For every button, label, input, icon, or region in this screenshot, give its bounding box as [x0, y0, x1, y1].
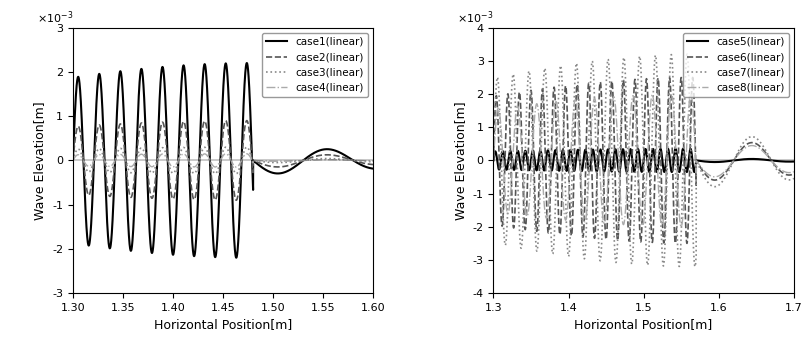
case3(linear)	[263, 160, 273, 164]
case4(linear)	[122, 161, 132, 166]
case5(linear)	[488, 158, 498, 162]
case2(linear)	[242, 119, 252, 123]
case2(linear)	[263, 164, 273, 168]
case6(linear)	[488, 158, 498, 162]
case4(linear)	[249, 158, 258, 162]
X-axis label: Horizontal Position[m]: Horizontal Position[m]	[154, 318, 292, 332]
case2(linear)	[249, 158, 258, 162]
case2(linear)	[292, 161, 302, 165]
case4(linear)	[369, 159, 378, 163]
case8(linear)	[488, 158, 498, 162]
case4(linear)	[315, 158, 325, 162]
case3(linear)	[122, 165, 132, 169]
case4(linear)	[68, 158, 78, 162]
Line: case4(linear): case4(linear)	[73, 154, 373, 167]
case8(linear)	[669, 106, 679, 110]
case3(linear)	[292, 159, 302, 163]
case7(linear)	[603, 57, 613, 61]
Line: case2(linear): case2(linear)	[73, 121, 373, 200]
case7(linear)	[789, 176, 799, 180]
case1(linear)	[292, 163, 302, 167]
case6(linear)	[669, 204, 679, 208]
case7(linear)	[690, 265, 700, 269]
case3(linear)	[68, 158, 78, 162]
case1(linear)	[122, 206, 132, 210]
case6(linear)	[688, 75, 697, 79]
case6(linear)	[713, 177, 723, 181]
case3(linear)	[242, 145, 252, 149]
Y-axis label: Wave Elevation[m]: Wave Elevation[m]	[33, 101, 46, 220]
Legend: case1(linear), case2(linear), case3(linear), case4(linear): case1(linear), case2(linear), case3(line…	[262, 33, 368, 97]
Text: $\times10^{-3}$: $\times10^{-3}$	[458, 9, 494, 26]
case5(linear)	[713, 160, 723, 164]
case6(linear)	[603, 190, 613, 194]
case6(linear)	[544, 230, 553, 234]
case7(linear)	[713, 184, 723, 188]
case7(linear)	[682, 52, 692, 56]
case4(linear)	[242, 152, 252, 156]
case8(linear)	[789, 170, 799, 174]
case3(linear)	[369, 160, 378, 164]
case1(linear)	[263, 169, 273, 173]
case5(linear)	[603, 148, 613, 152]
Text: $\times10^{-3}$: $\times10^{-3}$	[36, 9, 73, 26]
case1(linear)	[183, 126, 193, 130]
case2(linear)	[369, 162, 378, 167]
case7(linear)	[669, 93, 679, 97]
case2(linear)	[232, 198, 241, 202]
Legend: case5(linear), case6(linear), case7(linear), case8(linear): case5(linear), case6(linear), case7(line…	[683, 33, 789, 97]
case7(linear)	[684, 77, 693, 81]
case3(linear)	[183, 154, 193, 158]
case3(linear)	[232, 171, 241, 176]
case1(linear)	[249, 158, 258, 162]
case8(linear)	[713, 174, 723, 178]
case8(linear)	[686, 92, 696, 96]
case8(linear)	[544, 208, 553, 213]
Y-axis label: Wave Elevation[m]: Wave Elevation[m]	[454, 101, 467, 220]
case5(linear)	[789, 159, 799, 164]
case6(linear)	[735, 148, 745, 152]
case5(linear)	[669, 159, 679, 163]
case5(linear)	[735, 158, 745, 162]
case5(linear)	[686, 147, 696, 151]
case4(linear)	[263, 159, 273, 163]
case1(linear)	[369, 167, 378, 171]
case2(linear)	[122, 178, 132, 182]
case2(linear)	[315, 153, 325, 157]
case8(linear)	[676, 225, 686, 229]
case4(linear)	[183, 156, 193, 160]
case6(linear)	[684, 201, 693, 205]
Line: case1(linear): case1(linear)	[73, 63, 373, 258]
Line: case6(linear): case6(linear)	[493, 77, 794, 243]
case6(linear)	[682, 241, 692, 245]
case1(linear)	[315, 148, 325, 152]
case4(linear)	[232, 165, 241, 169]
case3(linear)	[315, 157, 325, 161]
case6(linear)	[789, 172, 799, 176]
case1(linear)	[68, 158, 78, 162]
case7(linear)	[544, 130, 553, 135]
case8(linear)	[735, 150, 745, 154]
case7(linear)	[488, 158, 498, 162]
Line: case8(linear): case8(linear)	[493, 94, 794, 227]
case1(linear)	[232, 256, 241, 260]
case5(linear)	[684, 157, 693, 161]
case1(linear)	[242, 61, 252, 65]
Line: case3(linear): case3(linear)	[73, 147, 373, 174]
case5(linear)	[544, 148, 553, 152]
case8(linear)	[684, 105, 693, 109]
case2(linear)	[68, 158, 78, 162]
case2(linear)	[183, 145, 193, 149]
Line: case7(linear): case7(linear)	[493, 54, 794, 267]
case8(linear)	[603, 174, 613, 178]
case7(linear)	[735, 145, 745, 149]
case5(linear)	[689, 170, 699, 174]
X-axis label: Horizontal Position[m]: Horizontal Position[m]	[574, 318, 713, 332]
Line: case5(linear): case5(linear)	[493, 149, 794, 172]
case3(linear)	[249, 158, 258, 162]
case4(linear)	[292, 159, 302, 163]
